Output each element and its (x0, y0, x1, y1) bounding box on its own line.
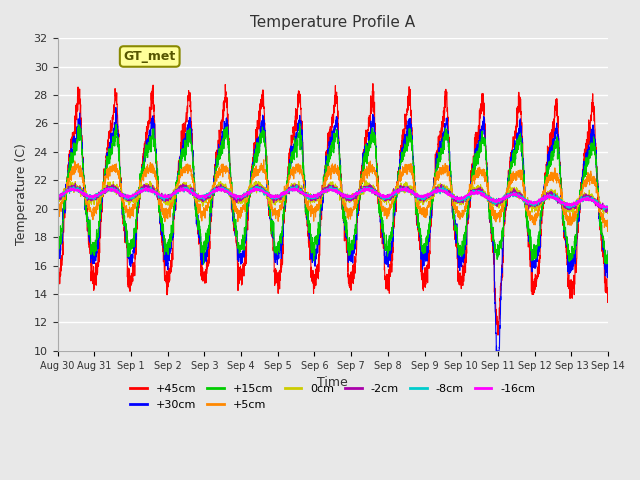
+5cm (604, 228, 611, 234)
+5cm (604, 221, 612, 227)
+15cm (432, 166, 440, 172)
0cm (408, 191, 415, 196)
Line: -8cm: -8cm (58, 185, 608, 210)
+45cm (342, 225, 349, 231)
+30cm (408, 135, 415, 141)
-2cm (294, 189, 302, 195)
Legend: +45cm, +30cm, +15cm, +5cm, 0cm, -2cm, -8cm, -16cm: +45cm, +30cm, +15cm, +5cm, 0cm, -2cm, -8… (126, 380, 540, 414)
+15cm (604, 249, 612, 254)
+30cm (112, 105, 120, 110)
Text: GT_met: GT_met (124, 50, 176, 63)
+30cm (124, 246, 132, 252)
+30cm (432, 168, 440, 173)
0cm (362, 178, 370, 183)
-8cm (294, 188, 302, 194)
+5cm (294, 161, 302, 167)
-16cm (299, 191, 307, 197)
Y-axis label: Temperature (C): Temperature (C) (15, 144, 28, 245)
+5cm (342, 205, 349, 211)
+45cm (299, 141, 307, 146)
-16cm (408, 189, 415, 194)
-8cm (299, 189, 307, 195)
+30cm (294, 120, 302, 126)
Line: +45cm: +45cm (58, 84, 608, 335)
-8cm (293, 182, 301, 188)
-2cm (408, 190, 415, 195)
-16cm (124, 193, 132, 199)
0cm (294, 183, 302, 189)
0cm (604, 210, 612, 216)
+15cm (200, 261, 207, 267)
+5cm (408, 169, 415, 175)
+30cm (54, 246, 61, 252)
Title: Temperature Profile A: Temperature Profile A (250, 15, 415, 30)
+15cm (300, 160, 307, 166)
+30cm (604, 248, 612, 253)
-8cm (600, 207, 607, 213)
0cm (342, 192, 349, 198)
-2cm (299, 189, 307, 195)
Line: +30cm: +30cm (58, 108, 608, 351)
-2cm (603, 209, 611, 215)
+30cm (342, 224, 349, 230)
+5cm (54, 204, 61, 210)
0cm (600, 211, 607, 217)
X-axis label: Time: Time (317, 376, 348, 389)
-8cm (408, 189, 415, 195)
+5cm (299, 174, 307, 180)
+45cm (494, 332, 502, 338)
+45cm (369, 81, 377, 86)
0cm (432, 184, 440, 190)
0cm (124, 196, 132, 202)
+30cm (299, 151, 307, 157)
Line: -2cm: -2cm (58, 183, 608, 212)
-16cm (403, 184, 410, 190)
+15cm (124, 237, 132, 243)
Line: +15cm: +15cm (58, 124, 608, 264)
+45cm (294, 97, 302, 103)
-8cm (54, 194, 61, 200)
+45cm (604, 272, 612, 277)
+45cm (54, 252, 61, 258)
+15cm (296, 121, 303, 127)
-16cm (603, 205, 611, 211)
-2cm (54, 192, 61, 198)
-16cm (432, 189, 440, 194)
-16cm (294, 188, 302, 193)
+5cm (124, 208, 132, 214)
+5cm (260, 157, 268, 163)
+45cm (124, 264, 132, 270)
+45cm (432, 164, 440, 169)
+30cm (493, 348, 500, 354)
+15cm (408, 147, 415, 153)
-8cm (342, 194, 349, 200)
-16cm (604, 204, 612, 209)
Line: 0cm: 0cm (58, 180, 608, 214)
-2cm (342, 195, 349, 201)
+15cm (342, 226, 350, 232)
0cm (299, 189, 307, 194)
-8cm (124, 193, 132, 199)
Line: +5cm: +5cm (58, 160, 608, 231)
0cm (54, 194, 61, 200)
-2cm (432, 190, 440, 196)
+45cm (408, 115, 415, 121)
+5cm (432, 179, 440, 185)
-8cm (432, 189, 440, 194)
-2cm (124, 194, 132, 200)
-2cm (72, 180, 79, 186)
+15cm (294, 132, 302, 138)
-2cm (604, 206, 612, 212)
-16cm (54, 192, 61, 198)
Line: -16cm: -16cm (58, 187, 608, 208)
+15cm (54, 231, 61, 237)
-8cm (604, 203, 612, 209)
-16cm (342, 193, 349, 199)
